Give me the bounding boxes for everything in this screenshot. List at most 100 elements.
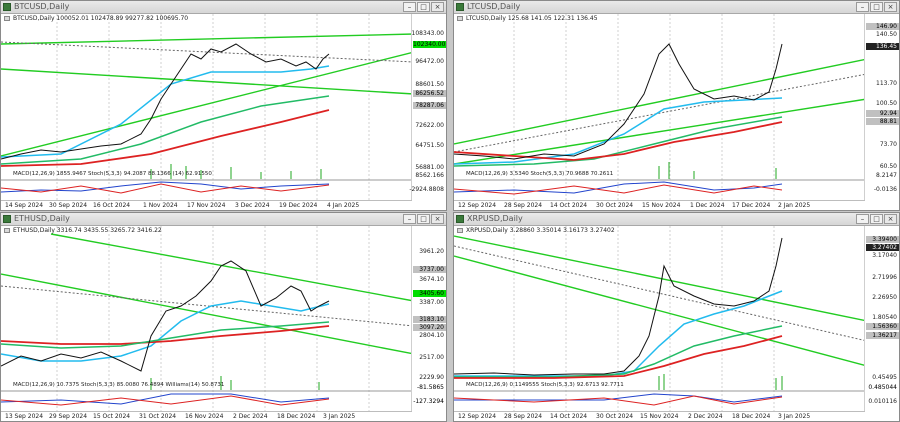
date-label: 1 Dec 2024: [690, 202, 725, 209]
date-label: 16 Nov 2024: [185, 413, 224, 420]
window-titlebar[interactable]: LTCUSD,Daily – □ ×: [454, 1, 899, 14]
price-tag: 3.39400: [866, 236, 899, 243]
date-label: 14 Oct 2024: [550, 413, 588, 420]
price-label: 2.71996: [872, 274, 897, 281]
date-label: 28 Sep 2024: [504, 202, 543, 209]
indicator-readout: MACD(12,26,9) 3.5340 Stoch(5,3,3) 70.968…: [466, 171, 614, 177]
window-title: ETHUSD,Daily: [14, 214, 70, 223]
date-label: 14 Sep 2024: [5, 202, 44, 209]
date-label: 30 Sep 2024: [49, 202, 88, 209]
date-axis: 14 Sep 2024 30 Sep 2024 16 Oct 2024 1 No…: [1, 200, 412, 210]
date-label: 28 Sep 2024: [504, 413, 543, 420]
price-label: 8562.166: [415, 172, 444, 179]
price-label: 96472.00: [415, 58, 444, 65]
price-label: 64751.50: [415, 142, 444, 149]
minimize-button[interactable]: –: [403, 214, 416, 224]
price-tag: 92.94: [866, 110, 899, 117]
chart-window-icon: [3, 215, 11, 223]
price-label: 1.80540: [872, 314, 897, 321]
price-label: 100.50: [876, 100, 897, 107]
chart-window-icon: [456, 3, 464, 11]
price-tag: 1.36217: [866, 332, 899, 339]
chart-window-icon: [3, 3, 11, 11]
date-label: 12 Sep 2024: [458, 413, 497, 420]
maximize-button[interactable]: □: [870, 214, 883, 224]
price-tag: -81.5865: [413, 384, 446, 391]
price-label: 88601.50: [415, 81, 444, 88]
price-label: 2.26950: [872, 294, 897, 301]
date-label: 19 Dec 2024: [279, 202, 318, 209]
chart-plot-area[interactable]: LTCUSD,Daily 125.68 141.05 122.31 136.45…: [454, 14, 899, 210]
price-tag: 3.27402: [866, 244, 899, 251]
minimize-button[interactable]: –: [403, 2, 416, 12]
date-label: 3 Jan 2025: [778, 413, 811, 420]
price-label: 140.50: [876, 31, 897, 38]
price-tag: 0.485044: [866, 384, 899, 391]
date-label: 4 Jan 2025: [327, 202, 360, 209]
maximize-button[interactable]: □: [417, 214, 430, 224]
price-label: -2924.8808: [409, 186, 444, 193]
price-scale[interactable]: 140.50 113.70 100.50 73.70 60.50 8.2147 …: [864, 14, 899, 201]
close-button[interactable]: ×: [431, 2, 444, 12]
chart-window-btcusd[interactable]: BTCUSD,Daily – □ ×: [0, 0, 447, 211]
ohlc-readout: ETHUSD,Daily 3316.74 3435.55 3265.72 341…: [13, 227, 162, 234]
symbol-icon: [457, 228, 463, 233]
price-tag: 3183.10: [413, 316, 446, 323]
indicator-readout: MACD(12,26,9) 0.1149555 Stoch(5,3,3) 92.…: [466, 382, 624, 388]
close-button[interactable]: ×: [884, 2, 897, 12]
chart-plot-area[interactable]: BTCUSD,Daily 100052.01 102478.89 99277.8…: [1, 14, 446, 210]
price-scale[interactable]: 3.17040 2.71996 2.26950 1.80540 0.45495 …: [864, 226, 899, 412]
window-titlebar[interactable]: BTCUSD,Daily – □ ×: [1, 1, 446, 14]
date-label: 15 Nov 2024: [642, 202, 681, 209]
price-label: 3674.10: [419, 276, 444, 283]
chart-window-ethusd[interactable]: ETHUSD,Daily – □ ×: [0, 212, 447, 422]
chart-plot-area[interactable]: ETHUSD,Daily 3316.74 3435.55 3265.72 341…: [1, 226, 446, 421]
close-button[interactable]: ×: [884, 214, 897, 224]
window-titlebar[interactable]: ETHUSD,Daily – □ ×: [1, 213, 446, 226]
price-label: -0.0136: [873, 186, 897, 193]
date-label: 30 Oct 2024: [596, 202, 634, 209]
price-chart-svg: [1, 14, 414, 201]
price-chart-svg: [454, 226, 867, 412]
chart-plot-area[interactable]: XRPUSD,Daily 3.28860 3.35014 3.16173 3.2…: [454, 226, 899, 421]
date-label: 18 Dec 2024: [277, 413, 316, 420]
maximize-button[interactable]: □: [870, 2, 883, 12]
date-label: 2 Jan 2025: [778, 202, 811, 209]
price-label: 2804.10: [419, 332, 444, 339]
symbol-icon: [4, 228, 10, 233]
price-label: 3.17040: [872, 252, 897, 259]
window-title: XRPUSD,Daily: [467, 214, 523, 223]
chart-window-icon: [456, 215, 464, 223]
price-scale[interactable]: 108343.00 96472.00 88601.50 80729.50 726…: [409, 14, 446, 201]
minimize-button[interactable]: –: [856, 214, 869, 224]
chart-window-ltcusd[interactable]: LTCUSD,Daily – □ ×: [453, 0, 900, 211]
date-label: 17 Nov 2024: [187, 202, 226, 209]
window-titlebar[interactable]: XRPUSD,Daily – □ ×: [454, 213, 899, 226]
indicator-readout: MACD(12,26,9) 10.7375 Stoch(5,3,3) 85.00…: [13, 382, 225, 388]
price-tag: 3737.00: [413, 266, 446, 273]
price-tag: 1.56360: [866, 323, 899, 330]
price-tag: 86256.52: [413, 90, 446, 97]
maximize-button[interactable]: □: [417, 2, 430, 12]
close-button[interactable]: ×: [431, 214, 444, 224]
price-label: 2517.00: [419, 354, 444, 361]
price-label: 0.45495: [872, 374, 897, 381]
price-label: 60.50: [879, 163, 897, 170]
price-tag: 78287.06: [413, 102, 446, 109]
chart-window-xrpusd[interactable]: XRPUSD,Daily – □ ×: [453, 212, 900, 422]
date-axis: 12 Sep 2024 28 Sep 2024 14 Oct 2024 30 O…: [454, 411, 865, 421]
symbol-icon: [4, 16, 10, 21]
window-title: LTCUSD,Daily: [467, 2, 521, 11]
price-tag: 102340.00: [413, 41, 446, 48]
price-tag: 88.81: [866, 118, 899, 125]
price-tag: 136.45: [866, 43, 899, 50]
date-label: 18 Dec 2024: [732, 413, 771, 420]
ohlc-readout: BTCUSD,Daily 100052.01 102478.89 99277.8…: [13, 15, 189, 22]
date-label: 3 Jan 2025: [323, 413, 356, 420]
date-label: 15 Oct 2024: [93, 413, 131, 420]
price-scale[interactable]: 3961.20 3674.10 3387.00 2804.10 2517.00 …: [411, 226, 446, 412]
symbol-icon: [457, 16, 463, 21]
minimize-button[interactable]: –: [856, 2, 869, 12]
price-tag: 3097.20: [413, 324, 446, 331]
date-label: 1 Nov 2024: [143, 202, 178, 209]
